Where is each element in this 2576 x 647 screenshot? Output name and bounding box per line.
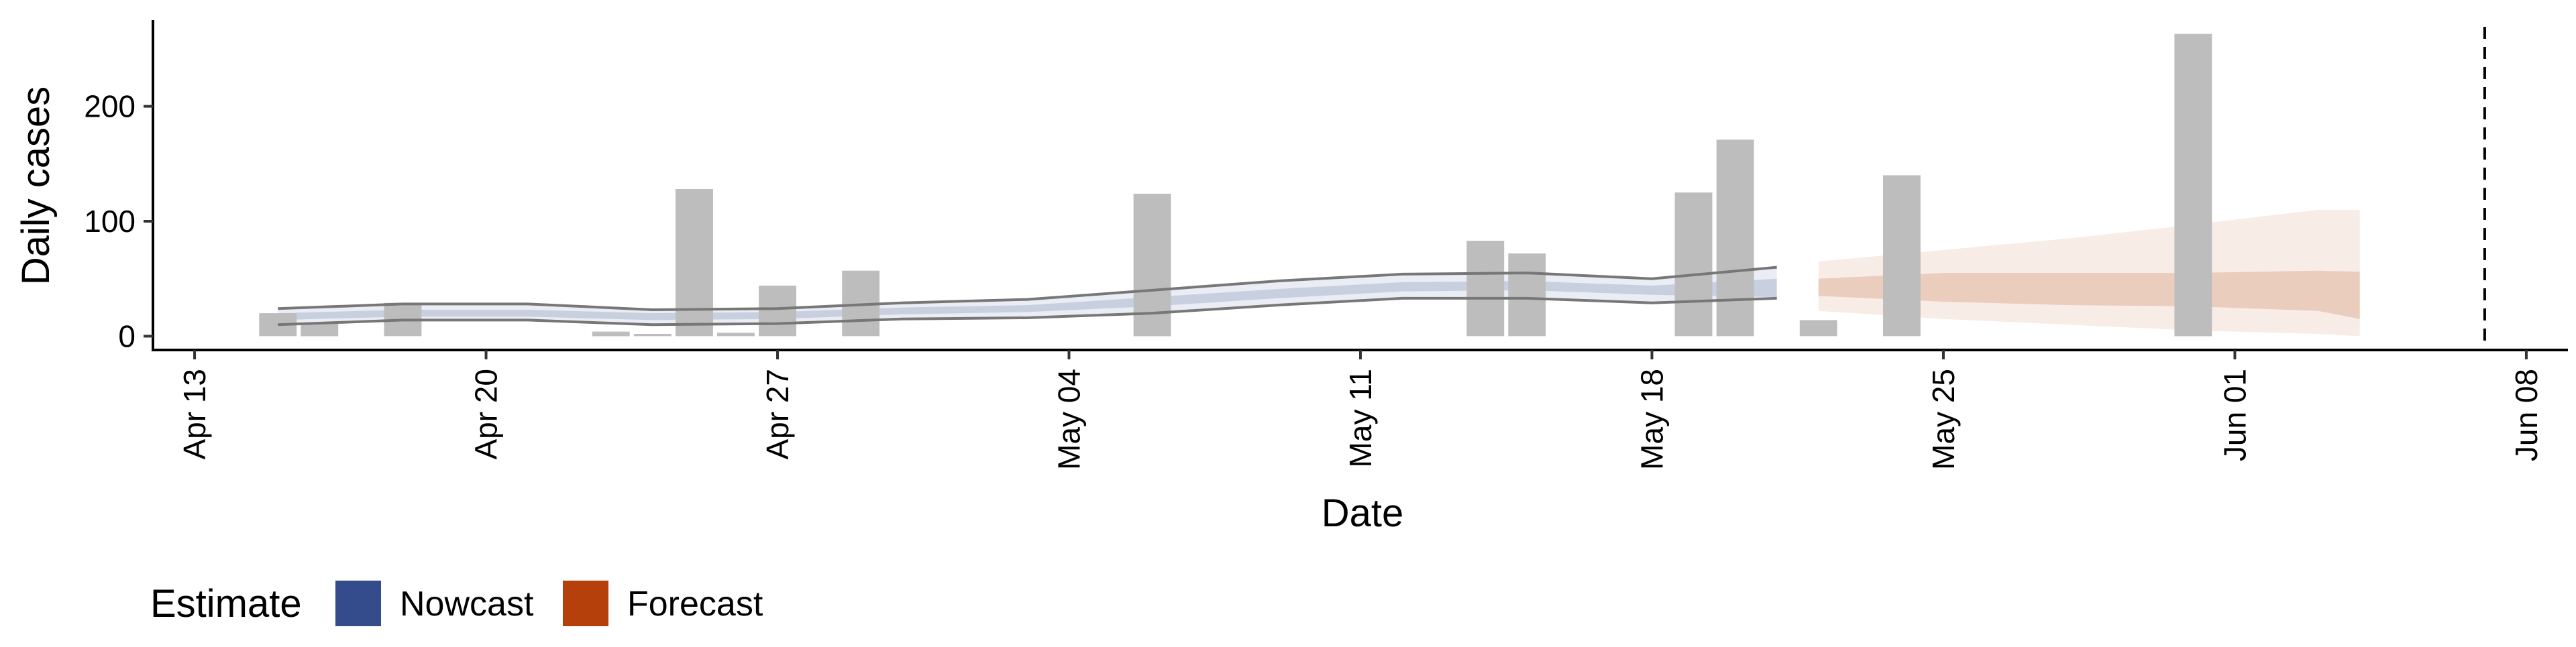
legend-swatch-forecast — [563, 581, 608, 626]
bar-reported-cases — [1466, 241, 1505, 337]
x-tick-label: Jun 01 — [2217, 369, 2252, 461]
y-tick-label: 0 — [118, 318, 136, 353]
x-tick-label: May 25 — [1926, 369, 1961, 470]
forecast-inner-band — [1818, 270, 2360, 319]
bar-reported-cases — [1674, 192, 1713, 337]
bar-reported-cases — [633, 334, 672, 337]
x-tick-label: May 04 — [1052, 369, 1087, 470]
x-tick-label: Apr 13 — [177, 369, 212, 460]
x-tick-label: Apr 20 — [469, 369, 504, 460]
estimate-bands-layer — [278, 209, 2360, 337]
bar-reported-cases — [301, 322, 339, 337]
bar-reported-cases — [1883, 175, 1921, 337]
bar-reported-cases — [592, 331, 630, 337]
y-tick-label: 100 — [84, 204, 136, 239]
y-axis-title: Daily cases — [14, 86, 58, 286]
x-axis-title: Date — [1322, 491, 1404, 535]
nowcast-lower-line — [278, 296, 1777, 327]
x-tick-label: May 18 — [1635, 369, 1670, 470]
x-tick-label: Apr 27 — [760, 369, 795, 460]
bar-reported-cases — [717, 333, 755, 337]
bar-reported-cases — [1716, 139, 1754, 337]
forecast-outer-band — [1818, 209, 2360, 337]
bar-reported-cases — [759, 286, 796, 337]
axes-layer: 0 100 200 Apr 13 Apr 20 Apr 27 May 04 May 11 May… — [84, 20, 2568, 470]
x-tick-label: May 11 — [1343, 369, 1378, 467]
bar-reported-cases — [676, 189, 713, 337]
legend-title: Estimate — [150, 582, 302, 626]
nowcast-upper-line — [278, 266, 1777, 312]
bar-reported-cases — [1799, 320, 1837, 337]
legend-label-nowcast: Nowcast — [400, 585, 534, 624]
legend-swatch-nowcast — [335, 581, 381, 626]
nowcast-inner-band — [278, 278, 1777, 320]
legend: Estimate Nowcast Forecast — [150, 581, 763, 626]
bar-reported-cases — [2174, 34, 2212, 337]
nowcast-lines-layer — [278, 266, 1777, 327]
bar-reported-cases — [1508, 253, 1546, 337]
y-tick-label: 200 — [84, 89, 136, 124]
legend-label-forecast: Forecast — [627, 585, 763, 624]
x-tick-label: Jun 08 — [2509, 369, 2544, 461]
